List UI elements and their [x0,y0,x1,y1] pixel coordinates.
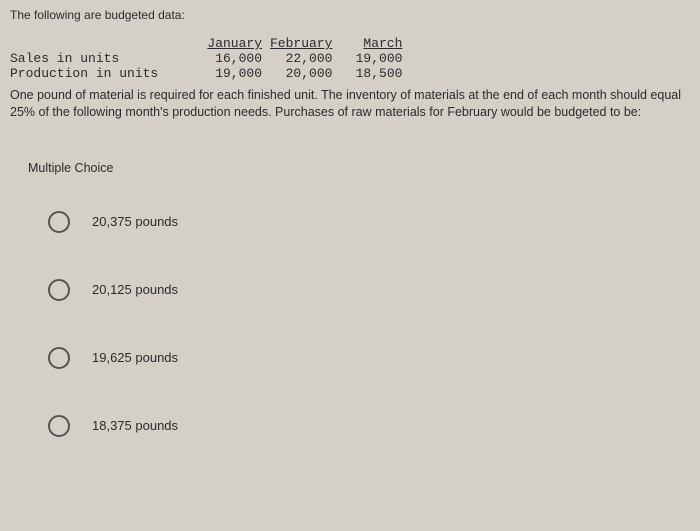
question-text: One pound of material is required for ea… [10,87,690,121]
choice-4-label: 18,375 pounds [92,418,178,433]
table-row: Sales in units 16,000 22,000 19,000 [10,51,410,66]
table-header-row: January February March [10,36,410,51]
cell-sales-mar: 19,000 [340,51,410,66]
choice-3[interactable]: 19,625 pounds [48,347,690,369]
cell-prod-feb: 20,000 [270,66,340,81]
table-header-blank [10,36,200,51]
choices-group: 20,375 pounds 20,125 pounds 19,625 pound… [48,211,690,437]
choice-3-label: 19,625 pounds [92,350,178,365]
radio-icon[interactable] [48,347,70,369]
table-header-march: March [340,36,410,51]
budget-data-table: January February March Sales in units 16… [10,36,410,81]
table-row: Production in units 19,000 20,000 18,500 [10,66,410,81]
radio-icon[interactable] [48,211,70,233]
radio-icon[interactable] [48,415,70,437]
choice-4[interactable]: 18,375 pounds [48,415,690,437]
cell-sales-jan: 16,000 [200,51,270,66]
table-header-february: February [270,36,340,51]
multiple-choice-label: Multiple Choice [28,161,690,175]
intro-text: The following are budgeted data: [10,8,690,22]
choice-1[interactable]: 20,375 pounds [48,211,690,233]
choice-2[interactable]: 20,125 pounds [48,279,690,301]
cell-sales-feb: 22,000 [270,51,340,66]
choice-2-label: 20,125 pounds [92,282,178,297]
row-label-sales: Sales in units [10,51,200,66]
cell-prod-mar: 18,500 [340,66,410,81]
radio-icon[interactable] [48,279,70,301]
table-header-january: January [200,36,270,51]
cell-prod-jan: 19,000 [200,66,270,81]
choice-1-label: 20,375 pounds [92,214,178,229]
row-label-production: Production in units [10,66,200,81]
